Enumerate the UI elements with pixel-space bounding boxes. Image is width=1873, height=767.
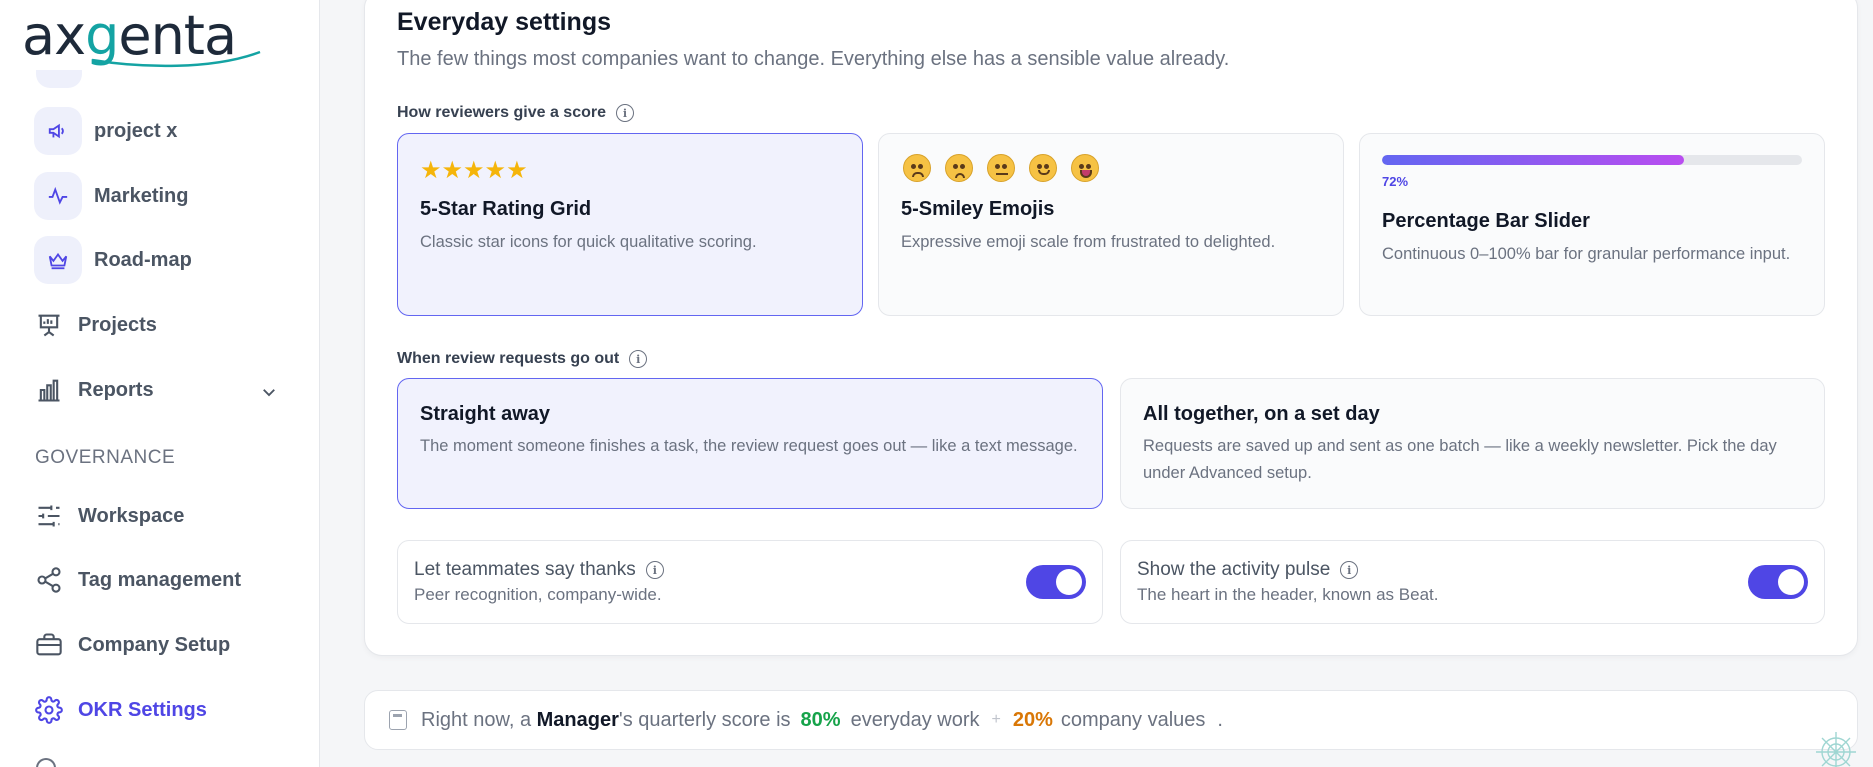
score-group-label: How reviewers give a score i bbox=[397, 104, 634, 122]
sidebar-item-label: Projects bbox=[78, 313, 157, 336]
neutral-emoji-icon bbox=[987, 154, 1015, 182]
option-title: Straight away bbox=[420, 403, 551, 425]
score-summary-bar: Right now, a Manager's quarterly score i… bbox=[364, 690, 1858, 750]
page-title: Everyday settings bbox=[397, 8, 611, 36]
sidebar-item-okr-settings[interactable]: OKR Settings bbox=[34, 686, 207, 734]
info-icon[interactable]: i bbox=[645, 561, 664, 579]
summary-middle: 's quarterly score is bbox=[618, 708, 791, 731]
option-percentage-bar[interactable]: 72% Percentage Bar Slider Continuous 0–1… bbox=[1359, 133, 1825, 316]
sidebar-item-reports[interactable]: Reports bbox=[34, 366, 154, 414]
plus-sign: + bbox=[991, 711, 1001, 728]
toggle-desc: Peer recognition, company-wide. bbox=[414, 585, 662, 604]
toggle-title: Show the activity pulse i bbox=[1137, 559, 1359, 581]
stars-icon: ★★★★★ bbox=[420, 157, 528, 184]
option-title: 5-Smiley Emojis bbox=[901, 198, 1055, 220]
option-desc: Continuous 0–100% bar for granular perfo… bbox=[1382, 245, 1791, 263]
values-label: company values bbox=[1060, 708, 1206, 731]
frustrated-emoji-icon bbox=[903, 154, 931, 182]
percentage-bar-value: 72% bbox=[1382, 174, 1409, 189]
info-icon[interactable]: i bbox=[1340, 561, 1359, 579]
briefcase-icon bbox=[34, 630, 64, 660]
sidebar-item-label: Road-map bbox=[94, 248, 192, 271]
page-subtitle: The few things most companies want to ch… bbox=[397, 48, 1230, 70]
percentage-bar bbox=[1382, 155, 1802, 165]
activity-icon bbox=[34, 172, 82, 220]
option-desc: The moment someone finishes a task, the … bbox=[420, 437, 1078, 455]
option-smiley-emojis[interactable]: 5-Smiley Emojis Expressive emoji scale f… bbox=[878, 133, 1344, 316]
smiley-scale bbox=[903, 154, 1099, 182]
sidebar-item-road-map[interactable]: Road-map bbox=[34, 236, 192, 284]
sidebar-item-label: Company Setup bbox=[78, 633, 231, 656]
sidebar-item-label: Workspace bbox=[78, 504, 185, 527]
heart-icon[interactable] bbox=[36, 758, 56, 767]
toggle-card-peer-thanks: Let teammates say thanks i Peer recogniti… bbox=[397, 540, 1103, 624]
sliders-icon bbox=[34, 501, 64, 531]
sidebar-item-project-x[interactable]: project x bbox=[34, 107, 177, 155]
toggle-title: Let teammates say thanks i bbox=[414, 559, 664, 581]
option-title: 5-Star Rating Grid bbox=[420, 198, 592, 220]
info-icon[interactable]: i bbox=[629, 350, 648, 368]
share-icon bbox=[34, 565, 64, 595]
gear-icon bbox=[34, 695, 64, 725]
axgenta-logo[interactable]: axgenta bbox=[22, 6, 261, 68]
summary-role: Manager bbox=[536, 708, 619, 731]
crown-icon bbox=[34, 236, 82, 284]
toggle-desc: The heart in the header, known as Beat. bbox=[1137, 585, 1439, 604]
sidebar-item-label: Reports bbox=[78, 378, 154, 401]
section-label-governance: GOVERNANCE bbox=[35, 447, 176, 468]
option-desc: Classic star icons for quick qualitative… bbox=[420, 233, 757, 251]
summary-prefix: Right now, a bbox=[421, 708, 532, 731]
sidebar-item-label: OKR Settings bbox=[78, 698, 207, 721]
delighted-emoji-icon bbox=[1071, 154, 1099, 182]
toggle-card-activity-pulse: Show the activity pulse i The heart in th… bbox=[1120, 540, 1825, 624]
scrolled-item-icon bbox=[36, 70, 82, 88]
sad-emoji-icon bbox=[945, 154, 973, 182]
sidebar-item-label: project x bbox=[94, 119, 178, 142]
sidebar-item-tag-management[interactable]: Tag management bbox=[34, 556, 241, 604]
sidebar-item-label: Tag management bbox=[78, 568, 241, 591]
megaphone-icon bbox=[34, 107, 82, 155]
option-title: All together, on a set day bbox=[1143, 403, 1380, 425]
percentage-bar-fill bbox=[1382, 155, 1685, 165]
option-desc: Requests are saved up and sent as one ba… bbox=[1143, 437, 1777, 482]
option-set-day[interactable]: All together, on a set day Requests are … bbox=[1120, 378, 1825, 509]
info-icon[interactable]: i bbox=[616, 104, 634, 122]
everyday-label: everyday work bbox=[850, 708, 980, 731]
decorative-sparkle-icon bbox=[1816, 732, 1856, 767]
chevron-down-icon[interactable] bbox=[260, 383, 278, 401]
option-straight-away[interactable]: Straight away The moment someone finishe… bbox=[397, 378, 1103, 509]
sidebar-item-workspace[interactable]: Workspace bbox=[34, 492, 184, 540]
sidebar-item-label: Marketing bbox=[94, 184, 189, 207]
sidebar-item-company-setup[interactable]: Company Setup bbox=[34, 621, 230, 669]
summary-period: . bbox=[1217, 708, 1223, 731]
happy-emoji-icon bbox=[1029, 154, 1057, 182]
timing-group-label: When review requests go out i bbox=[397, 350, 648, 368]
everyday-percent: 80% bbox=[800, 708, 841, 731]
presentation-icon bbox=[34, 310, 64, 340]
peer-thanks-toggle[interactable] bbox=[1026, 565, 1086, 599]
sidebar-item-marketing[interactable]: Marketing bbox=[34, 172, 188, 220]
option-title: Percentage Bar Slider bbox=[1382, 210, 1590, 232]
sidebar: axgenta project x Marketing Road-map Pro… bbox=[0, 0, 320, 767]
activity-pulse-toggle[interactable] bbox=[1748, 565, 1808, 599]
calculator-icon bbox=[389, 710, 407, 730]
option-desc: Expressive emoji scale from frustrated t… bbox=[901, 233, 1276, 251]
option-star-rating[interactable]: ★★★★★ 5-Star Rating Grid Classic star ic… bbox=[397, 133, 863, 316]
bar-chart-icon bbox=[34, 375, 64, 405]
values-percent: 20% bbox=[1012, 708, 1053, 731]
sidebar-item-projects[interactable]: Projects bbox=[34, 301, 157, 349]
